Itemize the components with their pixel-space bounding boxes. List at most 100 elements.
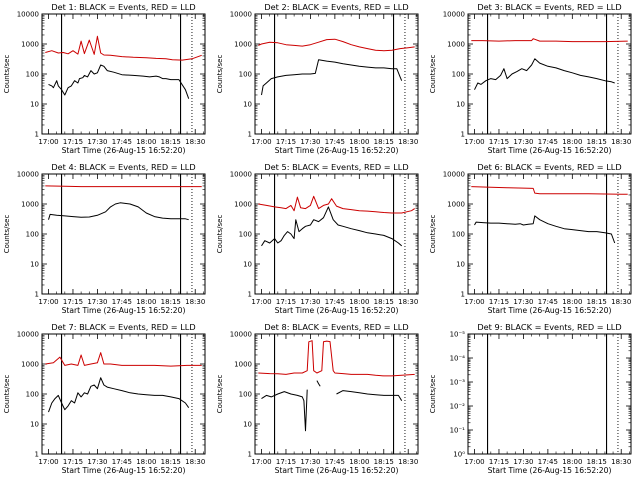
x-axis-label: Start Time (26-Aug-15 16:52:20) — [275, 146, 399, 155]
y-tick-label: 10⁻³ — [450, 379, 466, 387]
y-tick-label: 1 — [461, 291, 465, 299]
panel-title: Det 5: BLACK = Events, RED = LLD — [264, 162, 408, 172]
x-tick-label: 17:00 — [38, 138, 58, 146]
detector-panel-9: Det 9: BLACK = Events, RED = LLD Counts/s… — [429, 322, 632, 475]
x-tick-label: 17:45 — [325, 298, 345, 306]
lld-rate-line — [45, 352, 202, 367]
x-tick-label: 17:15 — [63, 458, 83, 466]
y-tick-label: 10 — [243, 421, 252, 429]
x-tick-label: 18:30 — [611, 138, 631, 146]
y-tick-label: 10⁻² — [450, 403, 466, 411]
detector-panel-2: Det 2: BLACK = Events, RED = LLD Counts/s… — [216, 2, 419, 155]
event-rate-line — [48, 377, 190, 413]
y-tick-label: 10000 — [230, 331, 252, 339]
y-tick-label: 10000 — [443, 171, 465, 179]
x-tick-label: 17:30 — [513, 138, 533, 146]
y-tick-label: 100 — [26, 231, 39, 239]
y-axis-label: Counts/sec — [3, 55, 11, 94]
x-tick-label: 18:15 — [374, 298, 394, 306]
detector-panel-8: Det 8: BLACK = Events, RED = LLD Counts/s… — [216, 322, 419, 475]
x-axis-label: Start Time (26-Aug-15 16:52:20) — [488, 146, 612, 155]
y-tick-label: 1000 — [234, 41, 252, 49]
x-tick-label: 18:30 — [398, 138, 418, 146]
x-tick-label: 17:45 — [112, 458, 132, 466]
x-tick-label: 17:30 — [513, 458, 533, 466]
x-tick-label: 17:30 — [513, 298, 533, 306]
panel-title: Det 8: BLACK = Events, RED = LLD — [264, 322, 408, 332]
x-tick-label: 17:15 — [276, 138, 296, 146]
y-tick-label: 1 — [35, 291, 39, 299]
detector-panel-4: Det 4: BLACK = Events, RED = LLD Counts/s… — [3, 162, 206, 315]
x-tick-label: 18:15 — [161, 298, 181, 306]
x-tick-label: 17:45 — [325, 458, 345, 466]
x-tick-label: 17:15 — [489, 138, 509, 146]
y-tick-label: 10000 — [17, 331, 39, 339]
x-tick-label: 18:00 — [562, 458, 582, 466]
x-tick-label: 18:00 — [562, 298, 582, 306]
lld-rate-line — [258, 38, 415, 52]
y-tick-label: 1 — [248, 131, 252, 139]
x-axis-label: Start Time (26-Aug-15 16:52:20) — [488, 306, 612, 315]
x-tick-label: 17:00 — [38, 298, 58, 306]
y-tick-label: 10⁰ — [453, 451, 465, 459]
event-rate-line — [316, 380, 321, 387]
x-tick-label: 17:00 — [251, 138, 271, 146]
x-tick-label: 17:30 — [87, 138, 107, 146]
x-tick-label: 17:00 — [251, 458, 271, 466]
x-tick-label: 17:15 — [489, 458, 509, 466]
y-tick-label: 100 — [452, 231, 465, 239]
y-tick-label: 10 — [243, 101, 252, 109]
y-tick-label: 10 — [456, 101, 465, 109]
x-tick-label: 18:30 — [185, 138, 205, 146]
y-tick-label: 10⁻⁴ — [450, 355, 466, 363]
x-tick-label: 17:00 — [464, 138, 484, 146]
x-tick-label: 18:00 — [136, 458, 156, 466]
x-tick-label: 18:30 — [398, 298, 418, 306]
panel-title: Det 2: BLACK = Events, RED = LLD — [264, 2, 408, 12]
x-tick-label: 17:00 — [464, 298, 484, 306]
x-tick-label: 17:15 — [63, 298, 83, 306]
y-tick-label: 1000 — [21, 201, 39, 209]
event-rate-line — [261, 206, 403, 247]
x-axis-label: Start Time (26-Aug-15 16:52:20) — [62, 306, 186, 315]
x-tick-label: 17:00 — [38, 458, 58, 466]
x-tick-label: 17:30 — [300, 138, 320, 146]
y-tick-label: 100 — [452, 71, 465, 79]
event-rate-line — [474, 58, 615, 90]
y-tick-label: 1000 — [234, 361, 252, 369]
y-tick-label: 100 — [239, 391, 252, 399]
y-tick-label: 1 — [248, 291, 252, 299]
y-axis-label: Counts/sec — [429, 375, 437, 414]
detector-panel-6: Det 6: BLACK = Events, RED = LLD Counts/s… — [429, 162, 632, 315]
y-tick-label: 10 — [243, 261, 252, 269]
event-rate-line — [261, 389, 308, 432]
x-tick-label: 17:45 — [538, 138, 558, 146]
y-tick-label: 10 — [30, 101, 39, 109]
y-tick-label: 10000 — [17, 11, 39, 19]
x-tick-label: 18:00 — [349, 298, 369, 306]
y-tick-label: 1 — [35, 451, 39, 459]
y-tick-label: 1 — [35, 131, 39, 139]
y-tick-label: 1 — [461, 131, 465, 139]
x-tick-label: 17:30 — [300, 298, 320, 306]
y-tick-label: 10000 — [17, 171, 39, 179]
panel-title: Det 9: BLACK = Events, RED = LLD — [477, 322, 621, 332]
detector-panel-3: Det 3: BLACK = Events, RED = LLD Counts/s… — [429, 2, 632, 155]
x-tick-label: 18:00 — [562, 138, 582, 146]
x-tick-label: 18:15 — [161, 458, 181, 466]
x-tick-label: 17:30 — [300, 458, 320, 466]
detector-panel-7: Det 7: BLACK = Events, RED = LLD Counts/s… — [3, 322, 206, 475]
x-tick-label: 18:15 — [587, 458, 607, 466]
x-tick-label: 17:15 — [63, 138, 83, 146]
x-tick-label: 18:15 — [587, 298, 607, 306]
y-tick-label: 10000 — [230, 171, 252, 179]
x-tick-label: 18:15 — [161, 138, 181, 146]
y-axis-label: Counts/sec — [216, 215, 224, 254]
x-tick-label: 17:45 — [112, 138, 132, 146]
x-tick-label: 18:00 — [349, 458, 369, 466]
panel-title: Det 3: BLACK = Events, RED = LLD — [477, 2, 621, 12]
x-tick-label: 18:15 — [374, 138, 394, 146]
lld-rate-line — [45, 185, 202, 188]
x-axis-label: Start Time (26-Aug-15 16:52:20) — [275, 466, 399, 475]
